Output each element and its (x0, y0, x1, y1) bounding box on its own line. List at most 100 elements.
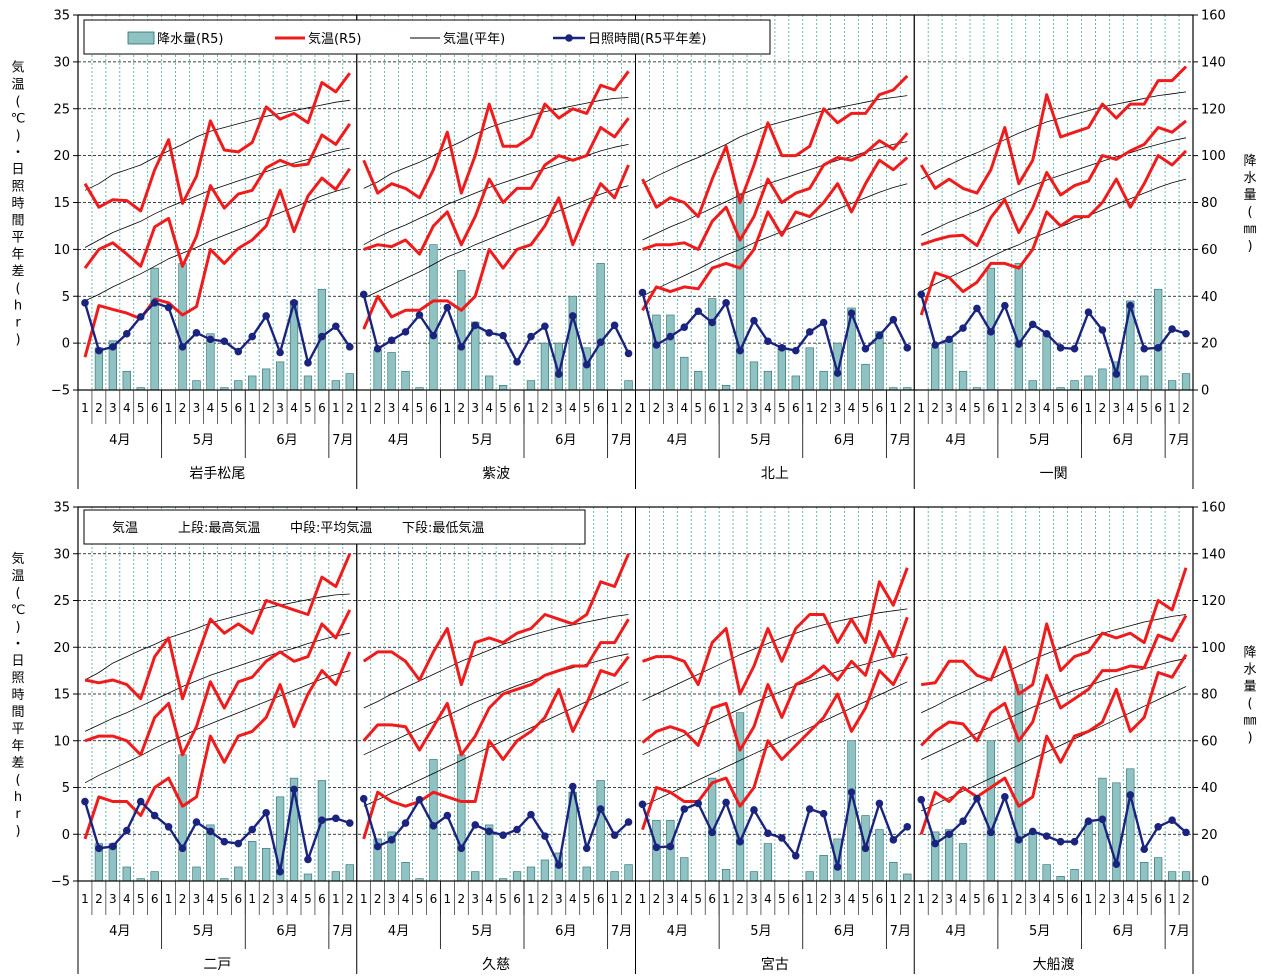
period-label: 5 (1057, 401, 1065, 415)
normal-max-line (84, 593, 350, 681)
station-label: 北上 (761, 466, 789, 482)
rain-bar (666, 819, 675, 882)
right-tick-label: 140 (1201, 547, 1226, 562)
left-axis-title-char: h (14, 790, 22, 805)
left-tick-label: 0 (62, 337, 70, 352)
sun-point (917, 795, 926, 804)
period-label: 5 (1057, 892, 1065, 906)
sun-point (931, 341, 939, 349)
rain-bar (1181, 373, 1191, 391)
tmin-line (919, 149, 1188, 316)
period-label: 2 (1015, 892, 1023, 906)
sun-point (1098, 326, 1107, 334)
sun-point (359, 794, 368, 803)
sun-point (1014, 340, 1023, 348)
left-axis-title-char: 温 (11, 569, 24, 584)
period-label: 6 (151, 892, 159, 906)
period-label: 5 (778, 892, 786, 906)
period-label: 5 (694, 892, 702, 906)
left-axis-title-char: 照 (11, 671, 24, 686)
sun-point (1014, 836, 1023, 844)
tmin-line (919, 653, 1188, 835)
rain-bar (262, 847, 271, 882)
left-tick-label: 20 (53, 641, 70, 656)
period-label: 3 (1029, 401, 1037, 415)
normal-max-line (363, 614, 629, 709)
period-label: 4 (207, 892, 215, 906)
month-label: 7月 (611, 433, 632, 448)
sun-line (83, 788, 351, 873)
sun-point (987, 828, 995, 837)
rain-bar (1056, 876, 1065, 882)
sun-point (499, 831, 507, 839)
period-label: 2 (820, 892, 828, 906)
rain-bar (192, 866, 201, 882)
tmax-line (641, 74, 909, 219)
month-label: 4月 (945, 433, 966, 448)
period-label: 1 (444, 401, 452, 415)
left-tick-label: 20 (53, 149, 70, 164)
period-label: 1 (611, 892, 619, 906)
left-tick-label: 25 (53, 102, 70, 117)
right-axis-title-char: ㎜ (1243, 222, 1256, 237)
month-label: 6月 (276, 433, 297, 448)
sun-point (1042, 329, 1051, 338)
rain-bar (331, 380, 340, 391)
rain-bar (805, 871, 814, 882)
sun-point (694, 307, 703, 316)
sun-point (791, 851, 800, 860)
left-axis-title-char: 差 (11, 265, 24, 280)
period-label: 3 (109, 401, 117, 415)
tmax-line (919, 65, 1188, 195)
period-label: 1 (527, 401, 535, 415)
sun-point (722, 798, 730, 807)
rain-bar (1140, 861, 1149, 882)
right-tick-label: 100 (1201, 149, 1226, 164)
month-label: 6月 (555, 924, 576, 939)
sun-point (178, 844, 187, 853)
sun-point (1182, 828, 1190, 837)
station-label: 岩手松尾 (189, 466, 245, 482)
period-label: 2 (931, 892, 939, 906)
rain-bar (568, 295, 577, 391)
rain-bar (471, 871, 480, 882)
period-label: 5 (416, 401, 424, 415)
period-label: 5 (1140, 401, 1148, 415)
sun-point (1056, 344, 1065, 352)
period-label: 6 (430, 892, 438, 906)
legend-sun-marker (565, 34, 573, 42)
period-label: 1 (444, 892, 452, 906)
tavg-line (363, 117, 630, 256)
period-label: 3 (1029, 892, 1037, 906)
period-label: 4 (1126, 892, 1134, 906)
left-axis-title-char: ℃ (11, 112, 26, 127)
rain-bar (1042, 333, 1051, 391)
sun-point (652, 843, 661, 852)
period-label: 5 (499, 892, 507, 906)
period-label: 4 (680, 892, 688, 906)
left-tick-label: 35 (53, 501, 70, 516)
rain-bar (331, 871, 340, 882)
right-axis-title-char: 水 (1243, 663, 1256, 678)
tmax-line (642, 567, 909, 696)
sun-point (1126, 301, 1135, 310)
rain-bar (512, 871, 522, 882)
month-label: 5月 (193, 924, 214, 939)
sun-point (945, 830, 953, 839)
sun-point (1168, 325, 1176, 333)
normal-avg-line (84, 632, 350, 732)
period-label: 1 (722, 892, 730, 906)
period-label: 5 (778, 401, 786, 415)
sun-point (1070, 837, 1079, 846)
tmax-line (362, 70, 630, 200)
station-label: 紫波 (482, 466, 510, 482)
sun-point (220, 837, 229, 846)
period-label: 6 (1071, 892, 1079, 906)
period-label: 3 (750, 401, 758, 415)
sun-point (666, 842, 675, 851)
period-label: 6 (792, 401, 800, 415)
period-label: 4 (764, 401, 772, 415)
sun-point (248, 825, 257, 834)
period-label: 4 (848, 892, 856, 906)
month-label: 5月 (750, 433, 771, 448)
